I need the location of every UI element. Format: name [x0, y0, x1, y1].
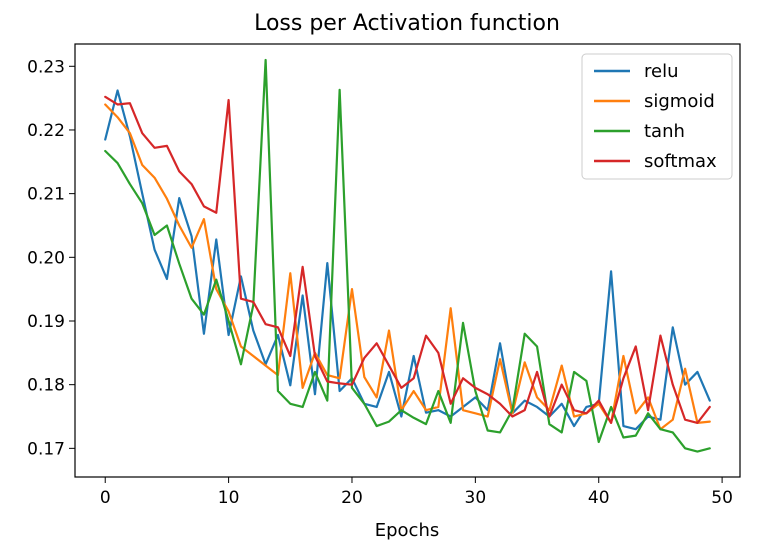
- y-tick-label: 0.18: [27, 376, 65, 396]
- series-layer: [104, 58, 711, 453]
- series-line-relu: [104, 89, 711, 431]
- y-axis: 0.17 0.18 0.19 0.20 0.21 0.22 0.23: [27, 57, 75, 459]
- legend-box: [581, 53, 733, 180]
- x-axis-title: Epochs: [375, 520, 440, 541]
- x-tick-label: 40: [588, 488, 610, 508]
- series-line-softmax: [104, 95, 711, 424]
- y-tick-label: 0.23: [27, 57, 65, 77]
- x-tick-label: 0: [100, 488, 111, 508]
- plot-frame: [74, 43, 741, 478]
- chart-title: Loss per Activation function: [254, 11, 560, 36]
- series-line-tanh: [104, 58, 711, 453]
- y-tick-label: 0.22: [27, 121, 65, 141]
- y-tick-label: 0.20: [27, 248, 65, 268]
- x-tick-label: 20: [341, 488, 363, 508]
- legend: relu sigmoid tanh softmax: [581, 53, 733, 180]
- x-tick-label: 50: [711, 488, 733, 508]
- y-tick-label: 0.21: [27, 185, 65, 205]
- legend-label-tanh: tanh: [644, 121, 685, 142]
- legend-label-relu: relu: [644, 61, 679, 82]
- x-tick-label: 10: [218, 488, 240, 508]
- x-axis: 0 10 20 30 40 50: [100, 477, 733, 508]
- x-tick-label: 30: [465, 488, 487, 508]
- legend-label-softmax: softmax: [644, 151, 717, 172]
- y-tick-label: 0.19: [27, 312, 65, 332]
- legend-label-sigmoid: sigmoid: [644, 91, 715, 112]
- y-tick-label: 0.17: [27, 439, 65, 459]
